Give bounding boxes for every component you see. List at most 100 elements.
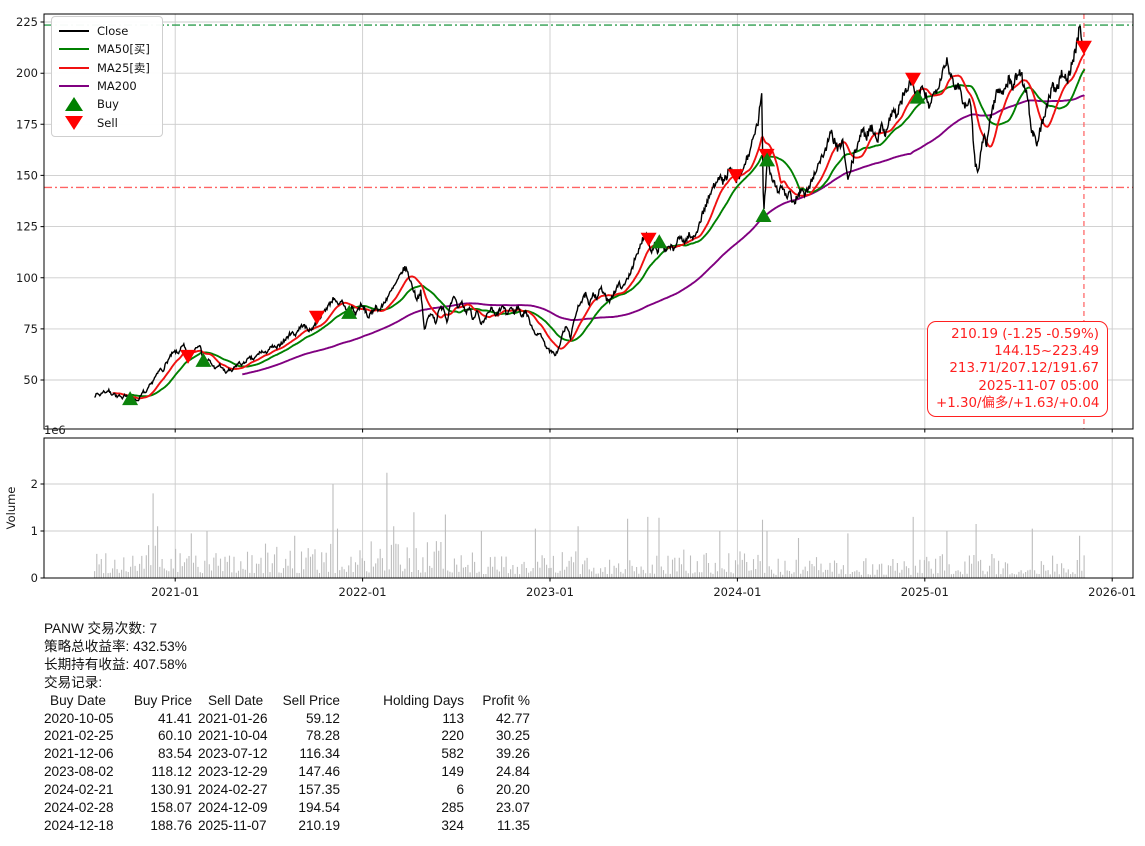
- volume-axis-title: Volume: [4, 487, 18, 530]
- trade-row: 2024-02-28 158.07 2024-12-09 194.54 285 23.07: [44, 799, 530, 817]
- ma200-line: [242, 94, 1085, 376]
- trade-row: 2020-10-05 41.41 2021-01-26 59.12 113 42.77: [44, 710, 530, 728]
- trade-row: 2021-12-06 83.54 2023-07-12 116.34 582 39.26: [44, 745, 530, 763]
- price-tick-label: 50: [23, 373, 38, 387]
- gridlines: [44, 14, 1133, 578]
- trade-cell: 2024-02-27: [198, 782, 268, 798]
- trade-count-line: PANW 交易次数: 7: [44, 621, 158, 636]
- trade-cell: 113: [442, 710, 464, 726]
- volume-tick-label: 0: [31, 571, 38, 585]
- buy-marker: [909, 89, 926, 104]
- sell-triangle-icon: [65, 115, 83, 130]
- date-tick-label: 2023-01: [526, 585, 574, 599]
- price-tick-label: 100: [16, 271, 38, 285]
- trade-cell: 6: [456, 782, 464, 798]
- legend-item: MA200: [59, 77, 154, 95]
- legend-item: Buy: [59, 95, 154, 113]
- trade-cell: 30.25: [495, 728, 530, 744]
- trade-cell: 59.12: [305, 710, 340, 726]
- price-tick-label: 175: [16, 117, 38, 131]
- legend-marker-swatch: [59, 97, 89, 112]
- trade-row: 2021-02-25 60.10 2021-10-04 78.28 220 30.25: [44, 727, 530, 745]
- trade-cell: 2021-02-25: [44, 728, 114, 744]
- legend-item: Sell: [59, 114, 154, 132]
- trades-header-cell: Profit %: [482, 692, 530, 708]
- annotation-line: +1.30/偏多/+1.63/+0.04: [936, 395, 1100, 411]
- trade-cell: 2021-12-06: [44, 746, 114, 762]
- legend-marker-swatch: [59, 115, 89, 130]
- buy-marker: [755, 208, 772, 222]
- trade-cell: 42.77: [495, 710, 530, 726]
- trade-cell: 149: [441, 764, 464, 780]
- strategy-return-line: 策略总收益率: 432.53%: [44, 638, 187, 654]
- buy-marker: [759, 152, 776, 167]
- trade-cell: 582: [441, 746, 464, 762]
- trades-header-cell: Holding Days: [383, 692, 464, 708]
- trade-cell: 194.54: [298, 800, 340, 816]
- legend-label: Buy: [97, 97, 119, 112]
- trade-cell: 83.54: [157, 746, 192, 762]
- legend-line-swatch: [59, 30, 89, 33]
- trade-cell: 285: [441, 800, 464, 816]
- legend-item: MA25[卖]: [59, 59, 154, 77]
- sell-marker: [727, 169, 744, 184]
- trades-header-cell: Sell Price: [282, 692, 340, 708]
- trade-row: 2024-02-21 130.91 2024-02-27 157.35 6 20.20: [44, 781, 530, 799]
- sell-marker: [308, 310, 325, 325]
- trade-cell: 118.12: [151, 764, 192, 780]
- price-annotation-box: 210.19 (-1.25 -0.59%) 144.15~223.49 213.…: [927, 321, 1108, 418]
- trade-cell: 78.28: [305, 728, 340, 744]
- price-volume-chart: 225 200 175 150 125 100 75 50 0 1 2 2021-01 2022-01 2…: [4, 13, 1136, 599]
- trade-cell: 2021-01-26: [198, 710, 268, 726]
- trade-cell: 11.35: [496, 817, 530, 833]
- sell-marker: [640, 232, 657, 247]
- volume-bars: [94, 472, 1085, 578]
- sell-marker: [1075, 40, 1092, 55]
- trades-header-row: Buy Date Buy Price Sell Date Sell Price Hold…: [44, 692, 530, 710]
- trade-cell: 2024-02-28: [44, 800, 114, 816]
- trade-cell: 2024-12-09: [198, 800, 268, 816]
- axis-ticks: [40, 21, 1113, 582]
- legend-label: Sell: [97, 115, 118, 130]
- annotation-line: 144.15~223.49: [994, 344, 1099, 360]
- trades-header-cell: Buy Price: [133, 692, 192, 708]
- trades-header-cell: Sell Date: [208, 692, 264, 708]
- volume-tick-label: 1: [31, 524, 38, 538]
- date-tick-label: 2021-01: [151, 585, 199, 599]
- trade-cell: 2021-10-04: [198, 728, 268, 744]
- price-tick-label: 75: [23, 322, 38, 336]
- trade-cell: 2025-11-07: [198, 817, 267, 833]
- trade-cell: 324: [441, 817, 464, 833]
- trade-cell: 2023-12-29: [198, 764, 268, 780]
- sell-marker: [905, 72, 921, 87]
- trade-cell: 39.26: [495, 746, 530, 762]
- stats-block: PANW 交易次数: 7 策略总收益率: 432.53% 长期持有收益: 407…: [44, 620, 530, 835]
- trade-cell: 220: [441, 728, 464, 744]
- price-tick-label: 200: [16, 66, 38, 80]
- trade-cell: 60.10: [157, 728, 192, 744]
- trade-cell: 158.07: [150, 800, 192, 816]
- trade-record-title: 交易记录:: [44, 674, 103, 690]
- trade-cell: 116.34: [299, 746, 340, 762]
- buy-marker: [122, 391, 139, 406]
- legend: Close MA50[买] MA25[卖] MA200 Buy Sell: [51, 16, 163, 137]
- legend-item: MA50[买]: [59, 40, 154, 58]
- trade-cell: 24.84: [495, 764, 530, 780]
- trade-row: 2024-12-18 188.76 2025-11-07 210.19 324 11.35: [44, 817, 530, 835]
- buy-marker: [651, 234, 668, 249]
- trade-cell: 157.35: [298, 782, 340, 798]
- trade-cell: 2023-08-02: [44, 764, 114, 780]
- buy-triangle-icon: [65, 97, 83, 112]
- trade-cell: 210.19: [298, 817, 340, 833]
- legend-line-swatch: [59, 85, 89, 88]
- legend-label: MA50[买]: [97, 42, 150, 57]
- trades-header-cell: Buy Date: [50, 692, 106, 708]
- legend-item: Close: [59, 22, 154, 40]
- price-tick-label: 125: [16, 220, 38, 234]
- date-tick-label: 2024-01: [713, 585, 761, 599]
- price-tick-label: 225: [16, 15, 38, 29]
- trade-cell: 20.20: [495, 782, 530, 798]
- trade-cell: 2024-12-18: [44, 817, 114, 833]
- legend-label: Close: [97, 24, 129, 39]
